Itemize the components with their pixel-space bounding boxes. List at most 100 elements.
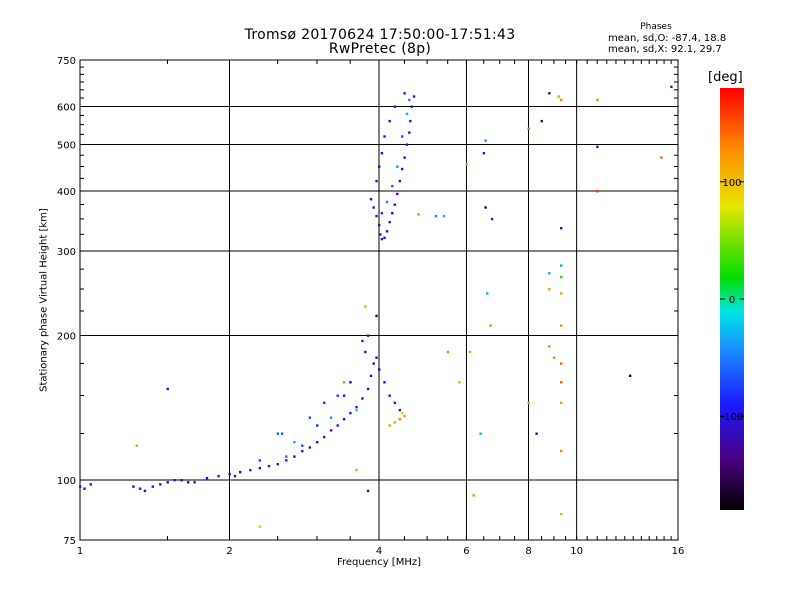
- data-point-series-0: [180, 479, 183, 482]
- data-point-series-2: [434, 214, 437, 218]
- data-point-series-0: [329, 429, 333, 432]
- data-point-series-2: [375, 314, 378, 318]
- y-tick-label: 100: [57, 476, 76, 487]
- data-point-series-1: [391, 212, 394, 215]
- data-point-series-0: [393, 401, 396, 404]
- phase-stats-o: mean, sd,O: -87.4, 18.8: [608, 33, 727, 44]
- data-point-series-1: [401, 167, 404, 171]
- data-point-series-2: [560, 362, 563, 365]
- data-point-series-0: [280, 432, 284, 435]
- data-point-series-2: [560, 98, 563, 102]
- data-point-series-0: [228, 472, 231, 476]
- data-point-series-1: [410, 105, 413, 108]
- y-tick-label: 750: [57, 56, 76, 67]
- data-point-series-2: [482, 152, 486, 155]
- data-point-series-2: [364, 305, 367, 308]
- data-point-series-1: [369, 198, 373, 201]
- data-point-series-2: [465, 163, 468, 166]
- colorbar-label: [deg]: [708, 70, 743, 85]
- data-point-series-0: [361, 397, 364, 400]
- data-point-series-1: [412, 95, 416, 98]
- data-point-series-0: [403, 414, 406, 418]
- data-point-series-0: [388, 424, 391, 427]
- data-point-series-1: [409, 119, 412, 123]
- y-tick-label: 200: [57, 332, 76, 343]
- data-point-series-0: [217, 474, 220, 478]
- data-point-series-0: [383, 381, 386, 384]
- data-point-series-0: [301, 449, 304, 453]
- data-point-series-0: [151, 485, 154, 488]
- data-point-series-2: [560, 264, 563, 267]
- data-point-series-0: [187, 481, 190, 484]
- grid-lines: [80, 60, 678, 540]
- y-tick-label: 300: [57, 247, 76, 258]
- y-tick-label: 400: [57, 187, 76, 198]
- colorbar-tick-label: 0: [729, 295, 735, 306]
- data-point-series-2: [596, 190, 599, 193]
- y-tick-label: 600: [57, 103, 76, 114]
- data-point-series-1: [401, 135, 404, 138]
- data-point-series-0: [329, 416, 333, 419]
- data-point-series-2: [548, 272, 551, 275]
- data-point-series-2: [349, 381, 352, 384]
- data-point-series-2: [660, 156, 663, 159]
- data-point-series-0: [143, 489, 147, 493]
- data-point-series-1: [372, 206, 375, 209]
- data-point-series-2: [548, 288, 551, 291]
- data-point-series-2: [276, 432, 279, 435]
- y-tick-label: 75: [63, 536, 76, 547]
- data-point-series-0: [239, 470, 242, 474]
- data-point-series-1: [393, 203, 396, 206]
- data-point-series-2: [596, 98, 599, 102]
- data-point-series-0: [285, 455, 288, 458]
- data-point-series-2: [490, 217, 494, 221]
- data-point-series-1: [379, 233, 382, 236]
- data-point-series-0: [323, 401, 326, 404]
- data-point-series-2: [442, 214, 446, 218]
- data-point-series-2: [479, 432, 482, 435]
- data-point-series-0: [349, 411, 352, 415]
- data-point-series-2: [560, 512, 563, 516]
- data-point-series-0: [316, 424, 319, 427]
- data-point-series-2: [557, 95, 560, 98]
- data-point-series-0: [258, 459, 261, 462]
- data-point-series-0: [316, 441, 319, 444]
- data-point-series-1: [405, 112, 409, 115]
- data-point-series-2: [548, 345, 551, 348]
- data-point-series-0: [79, 485, 82, 488]
- data-points: [79, 85, 673, 528]
- data-point-series-0: [193, 481, 196, 484]
- data-point-series-2: [628, 374, 632, 377]
- data-point-series-1: [383, 236, 386, 239]
- x-tick-label: 4: [376, 546, 382, 557]
- data-point-series-1: [388, 220, 391, 224]
- data-point-series-1: [380, 237, 384, 241]
- data-point-series-0: [138, 487, 142, 490]
- chart-title-line-1: Tromsø 20170624 17:50:00-17:51:43: [244, 27, 516, 43]
- data-point-series-1: [408, 98, 411, 102]
- data-point-series-1: [383, 135, 386, 138]
- data-point-series-2: [486, 292, 489, 295]
- phases-header: Phases: [640, 22, 672, 32]
- data-point-series-2: [458, 381, 461, 384]
- x-tick-label: 2: [226, 546, 232, 557]
- data-point-series-2: [366, 489, 370, 493]
- data-point-series-0: [285, 459, 288, 462]
- data-point-series-1: [388, 119, 391, 123]
- data-point-series-0: [369, 374, 373, 377]
- data-point-series-0: [308, 416, 311, 419]
- phase-stats-x: mean, sd,X: 92.1, 29.7: [608, 44, 722, 55]
- data-point-series-1: [375, 179, 378, 183]
- data-point-series-0: [308, 446, 311, 449]
- data-point-series-0: [366, 387, 370, 391]
- data-point-series-1: [378, 223, 381, 227]
- data-point-series-0: [378, 368, 381, 371]
- data-point-series-0: [323, 435, 326, 439]
- data-point-series-1: [398, 179, 401, 183]
- y-tick-label: 500: [57, 141, 76, 152]
- x-tick-label: 10: [570, 546, 583, 557]
- colorbar-ticks: 100 0 -100: [720, 178, 744, 423]
- data-point-series-0: [388, 394, 391, 397]
- data-point-series-2: [560, 401, 563, 404]
- data-point-series-0: [205, 477, 209, 480]
